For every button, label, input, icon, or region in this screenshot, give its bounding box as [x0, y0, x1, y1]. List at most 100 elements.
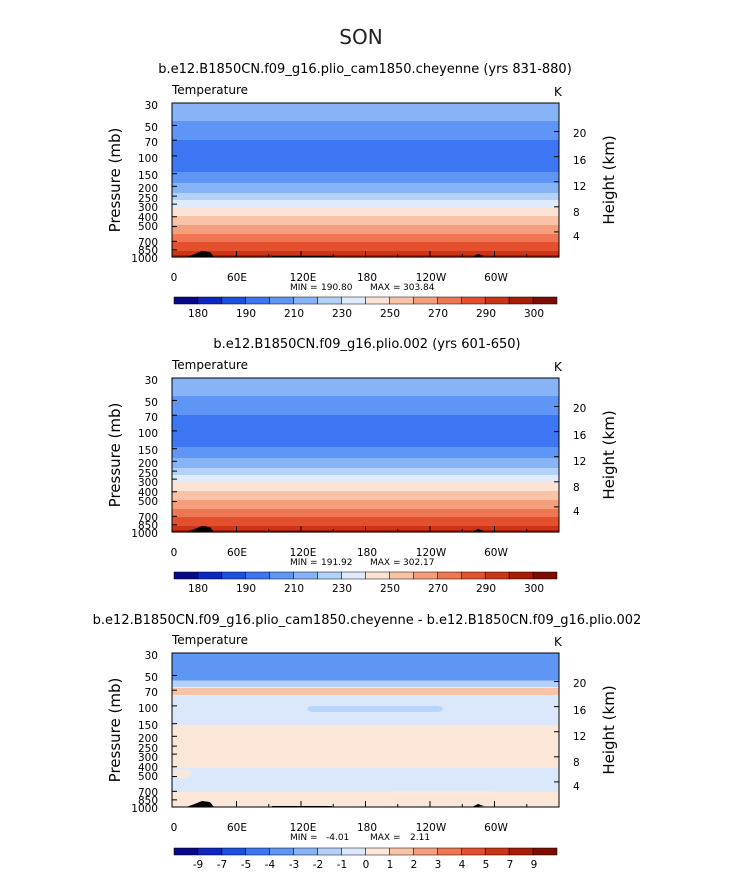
contour-band [172, 727, 559, 729]
contour-band [172, 518, 559, 520]
panel-2: b.e12.B1850CN.f09_g16.plio.002 (yrs 601-… [106, 337, 618, 595]
colorbar-swatch [484, 571, 510, 580]
ytick-label: 500 [138, 771, 158, 783]
contour-band [172, 134, 559, 136]
contour-band [172, 427, 559, 429]
contour-band [172, 475, 559, 477]
contour-band [172, 655, 559, 657]
panel-3-ytick-labels: 30 50 70 100 150 200 250 300 400 500 700… [131, 650, 158, 815]
ytick-label: 70 [145, 687, 158, 699]
contour-band [172, 180, 559, 182]
contour-band [172, 744, 559, 746]
terrain-mask [472, 804, 484, 807]
contour-band [172, 722, 559, 724]
contour-band [172, 176, 559, 178]
colorbar-swatch [461, 296, 486, 305]
contour-band [172, 441, 559, 443]
colorbar-swatch [389, 296, 414, 305]
contour-band [172, 159, 559, 161]
contour-band [172, 463, 559, 465]
contour-band [172, 524, 559, 526]
terrain-mask [186, 251, 214, 257]
terrain-mask [472, 529, 484, 532]
colorbar-swatch [293, 571, 318, 580]
contour-band [172, 394, 559, 396]
min-value: 190.80 [321, 283, 353, 293]
contour-band [172, 756, 559, 758]
ytick-label: 250 [138, 193, 158, 205]
contour-band [172, 438, 559, 440]
contour-band [172, 396, 559, 398]
contour-band [172, 679, 559, 681]
contour-band [172, 420, 559, 422]
ytick-label: 50 [145, 672, 158, 684]
contour-band [172, 116, 559, 118]
colorbar-swatch [437, 296, 462, 305]
max-value: 2.11 [410, 833, 430, 843]
contour-band [172, 682, 559, 684]
contour-band [172, 163, 559, 165]
contour-band [172, 432, 559, 434]
contour-band [172, 138, 559, 140]
contour-band [172, 791, 559, 793]
contour-band [172, 199, 559, 201]
contour-band [172, 691, 559, 693]
contour-band [172, 501, 559, 503]
contour-band [172, 444, 559, 446]
contour-band [172, 721, 559, 723]
ytick-label: 850 [138, 245, 158, 257]
contour-band [172, 383, 559, 385]
contour-band [172, 437, 559, 439]
contour-band [172, 740, 559, 742]
contour-band [172, 458, 559, 460]
contour-band [172, 117, 559, 119]
contour-band [172, 206, 559, 208]
contour-band [172, 378, 559, 380]
contour-region [172, 768, 192, 779]
panel-2-title: b.e12.B1850CN.f09_g16.plio.002 (yrs 601-… [213, 337, 520, 352]
contour-band [172, 502, 559, 504]
colorbar-label: 300 [524, 583, 544, 595]
contour-band [172, 753, 559, 755]
contour-band [172, 382, 559, 384]
contour-band [172, 729, 559, 731]
colorbar-swatch [508, 296, 534, 305]
min-label: MIN = [290, 558, 318, 568]
ytick-label: 30 [145, 650, 158, 662]
contour-band [172, 758, 559, 760]
colorbar-swatch [269, 296, 294, 305]
contour-band [172, 137, 559, 139]
xtick-label: 120W [416, 272, 447, 284]
ytick-label: 400 [138, 212, 158, 224]
contour-band [172, 697, 559, 699]
contour-band [172, 171, 559, 173]
contour-band [172, 686, 559, 688]
contour-band [172, 523, 559, 525]
colorbar-swatch [484, 847, 510, 856]
contour-band [172, 393, 559, 395]
contour-band [172, 242, 559, 244]
contour-band [172, 503, 559, 505]
contour-band [172, 757, 559, 759]
colorbar-swatch [341, 847, 366, 856]
colorbar-swatch [389, 847, 414, 856]
panel-1-colorbar [173, 296, 558, 305]
y2tick-label: 4 [573, 231, 580, 243]
contour-band [172, 436, 559, 438]
contour-band [172, 187, 559, 189]
contour-band [172, 675, 559, 677]
contour-band [172, 799, 559, 801]
ytick-label: 500 [138, 221, 158, 233]
contour-band [172, 656, 559, 658]
panel-1-plot [171, 102, 560, 258]
contour-band [172, 118, 559, 120]
panel-1-title: b.e12.B1850CN.f09_g16.plio_cam1850.cheye… [158, 62, 572, 77]
xtick-label: 60W [484, 547, 508, 559]
contour-band [172, 174, 559, 176]
panel-2-units: K [554, 360, 563, 374]
contour-band [172, 164, 559, 166]
contour-band [172, 235, 559, 237]
contour-band [172, 417, 559, 419]
panel-1-stats: MIN = 190.80 MAX = 303.84 [290, 283, 435, 293]
